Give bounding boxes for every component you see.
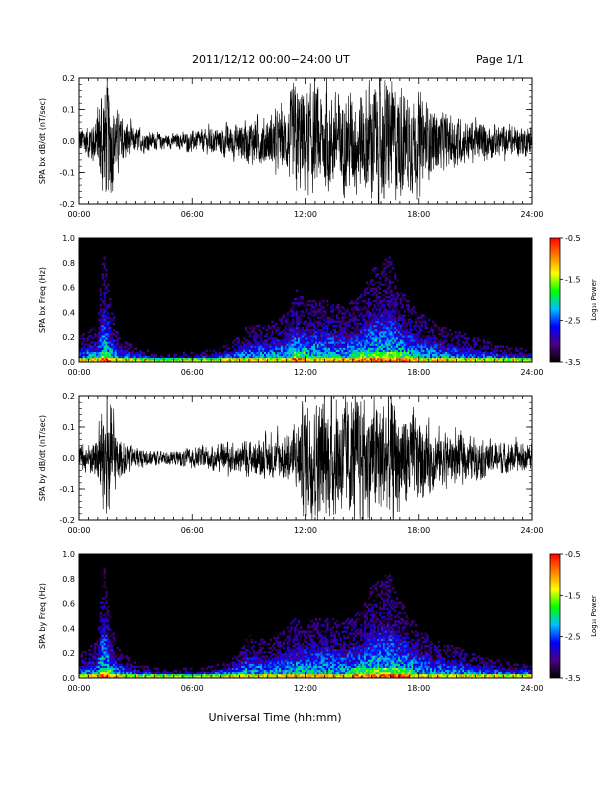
y-tick-label: -0.1 [59, 169, 75, 178]
y-tick-label: 0.8 [62, 259, 75, 268]
x-tick-label: 12:00 [294, 526, 317, 535]
colorbar: -0.5 -1.5 -2.5 -3.5 Log₁₀ Power [550, 550, 598, 683]
series-trace [79, 68, 532, 208]
colorbar: -0.5 -1.5 -2.5 -3.5 Log₁₀ Power [550, 234, 598, 367]
y-axis-label: SPA by Freq (Hz) [38, 583, 47, 649]
colorbar-tick-label: -0.5 [565, 550, 581, 559]
y-tick-label: 0.2 [62, 649, 75, 658]
y-axis-label: SPA bx dB/dt (nT/sec) [38, 98, 47, 184]
x-tick-label: 06:00 [181, 368, 204, 377]
panel-1: 00:00 06:00 12:00 18:00 24:00 0.2 0.1 0.0 -0.1 -0… [38, 68, 544, 219]
y-tick-label: 0.6 [62, 600, 75, 609]
x-tick-label: 06:00 [181, 210, 204, 219]
y-tick-label: 0.1 [62, 423, 75, 432]
x-tick-label: 12:00 [294, 210, 317, 219]
y-tick-label: 0.2 [62, 74, 75, 83]
y-tick-label: -0.2 [59, 200, 75, 209]
page-indicator: Page 1/1 [476, 53, 524, 66]
y-tick-label: 0.8 [62, 575, 75, 584]
y-axis-label: SPA bx Freq (Hz) [38, 267, 47, 333]
x-axis-title: Universal Time (hh:mm) [209, 711, 342, 724]
x-tick-label: 24:00 [520, 684, 543, 693]
spectrogram [79, 554, 532, 678]
x-tick-label: 00:00 [67, 526, 90, 535]
y-tick-label: -0.1 [59, 485, 75, 494]
colorbar-tick-label: -3.5 [565, 358, 581, 367]
x-tick-label: 06:00 [181, 526, 204, 535]
panel-4: 00:00 06:00 12:00 18:00 24:00 1.0 0.8 0.6 0.4 0.2… [38, 550, 598, 693]
colorbar-tick-label: -1.5 [565, 275, 581, 284]
y-axis-label: SPA by dB/dt (nT/sec) [38, 415, 47, 501]
y-tick-label: 0.4 [62, 624, 75, 633]
y-tick-label: 0.6 [62, 284, 75, 293]
x-tick-label: 18:00 [407, 368, 430, 377]
colorbar-label: Log₁₀ Power [590, 279, 598, 321]
x-tick-label: 24:00 [520, 368, 543, 377]
y-tick-label: 1.0 [62, 234, 75, 243]
y-tick-label: 0.2 [62, 392, 75, 401]
spectrogram [79, 238, 532, 362]
x-tick-label: 18:00 [407, 684, 430, 693]
y-tick-label: 0.0 [62, 137, 75, 146]
y-tick-label: 0.1 [62, 106, 75, 115]
x-tick-label: 00:00 [67, 210, 90, 219]
colorbar-gradient [550, 238, 560, 362]
colorbar-tick-label: -3.5 [565, 674, 581, 683]
x-tick-label: 00:00 [67, 368, 90, 377]
y-tick-label: 0.2 [62, 333, 75, 342]
colorbar-tick-label: -0.5 [565, 234, 581, 243]
y-tick-label: 0.0 [62, 454, 75, 463]
y-tick-label: 0.0 [62, 674, 75, 683]
date-range-title: 2011/12/12 00:00−24:00 UT [192, 53, 350, 66]
colorbar-gradient [550, 554, 560, 678]
y-tick-label: 0.0 [62, 358, 75, 367]
x-tick-label: 12:00 [294, 368, 317, 377]
y-tick-label: 1.0 [62, 550, 75, 559]
panel-3: 00:00 06:00 12:00 18:00 24:00 0.2 0.1 0.0 -0.1 -0… [38, 377, 544, 556]
panel-2: 00:00 06:00 12:00 18:00 24:00 1.0 0.8 0.6 0.4 0.2… [38, 234, 598, 377]
colorbar-label: Log₁₀ Power [590, 595, 598, 637]
x-tick-label: 24:00 [520, 526, 543, 535]
x-tick-label: 00:00 [67, 684, 90, 693]
y-tick-label: -0.2 [59, 516, 75, 525]
x-tick-label: 06:00 [181, 684, 204, 693]
x-tick-label: 18:00 [407, 526, 430, 535]
y-tick-label: 0.4 [62, 308, 75, 317]
colorbar-tick-label: -1.5 [565, 591, 581, 600]
colorbar-tick-label: -2.5 [565, 317, 581, 326]
colorbar-tick-label: -2.5 [565, 633, 581, 642]
x-tick-label: 24:00 [520, 210, 543, 219]
x-tick-label: 18:00 [407, 210, 430, 219]
x-tick-label: 12:00 [294, 684, 317, 693]
